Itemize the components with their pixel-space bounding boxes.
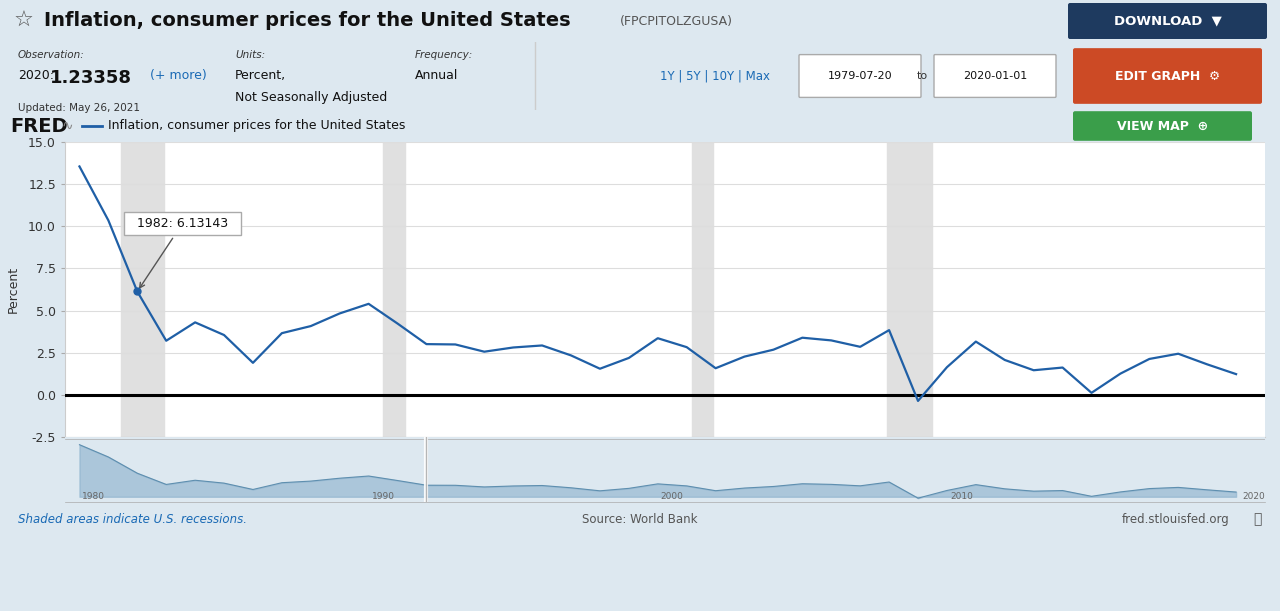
Text: ☆: ☆	[14, 11, 35, 31]
Text: FRED: FRED	[10, 117, 68, 136]
Text: Shaded areas indicate U.S. recessions.: Shaded areas indicate U.S. recessions.	[18, 513, 247, 526]
FancyBboxPatch shape	[1073, 48, 1262, 104]
Text: 2000: 2000	[660, 492, 684, 501]
Text: 1980: 1980	[82, 492, 105, 501]
Text: DOWNLOAD  ▼: DOWNLOAD ▼	[1114, 15, 1221, 27]
Text: 1979-07-20: 1979-07-20	[828, 71, 892, 81]
Text: Updated: May 26, 2021: Updated: May 26, 2021	[18, 103, 140, 113]
Text: 1Y | 5Y | 10Y | Max: 1Y | 5Y | 10Y | Max	[660, 70, 771, 82]
Y-axis label: Percent: Percent	[6, 266, 19, 313]
Text: Annual: Annual	[415, 69, 458, 82]
Bar	[120, 142, 164, 437]
Text: ⛶: ⛶	[1253, 513, 1262, 527]
Text: 1.23358: 1.23358	[50, 69, 132, 87]
Text: 2020: 2020	[1243, 492, 1265, 501]
Text: (+ more): (+ more)	[150, 69, 207, 82]
Text: 1990: 1990	[371, 492, 394, 501]
Text: EDIT GRAPH  ⚙: EDIT GRAPH ⚙	[1115, 70, 1220, 82]
FancyBboxPatch shape	[1073, 111, 1252, 141]
Text: Observation:: Observation:	[18, 50, 84, 60]
Text: 2020-01-01: 2020-01-01	[963, 71, 1027, 81]
Text: 2010: 2010	[950, 492, 973, 501]
Text: Units:: Units:	[236, 50, 265, 60]
Text: Source: World Bank: Source: World Bank	[582, 513, 698, 526]
Text: (FPCPITOLZGUSA): (FPCPITOLZGUSA)	[620, 15, 733, 27]
Text: fred.stlouisfed.org: fred.stlouisfed.org	[1123, 513, 1230, 526]
FancyBboxPatch shape	[934, 54, 1056, 97]
FancyBboxPatch shape	[799, 54, 922, 97]
Bar	[691, 142, 713, 437]
Text: to: to	[916, 71, 928, 81]
FancyBboxPatch shape	[1068, 3, 1267, 39]
Bar	[383, 142, 404, 437]
Text: Frequency:: Frequency:	[415, 50, 474, 60]
Text: Inflation, consumer prices for the United States: Inflation, consumer prices for the Unite…	[108, 120, 406, 133]
Text: Percent,: Percent,	[236, 69, 287, 82]
Text: ∿: ∿	[61, 119, 74, 133]
Text: 2020:: 2020:	[18, 69, 54, 82]
Text: Not Seasonally Adjusted: Not Seasonally Adjusted	[236, 91, 388, 104]
Text: VIEW MAP  ⊕: VIEW MAP ⊕	[1117, 120, 1208, 133]
Bar	[887, 142, 932, 437]
Text: 1982: 6.13143: 1982: 6.13143	[128, 218, 236, 288]
Text: Inflation, consumer prices for the United States: Inflation, consumer prices for the Unite…	[44, 12, 571, 31]
